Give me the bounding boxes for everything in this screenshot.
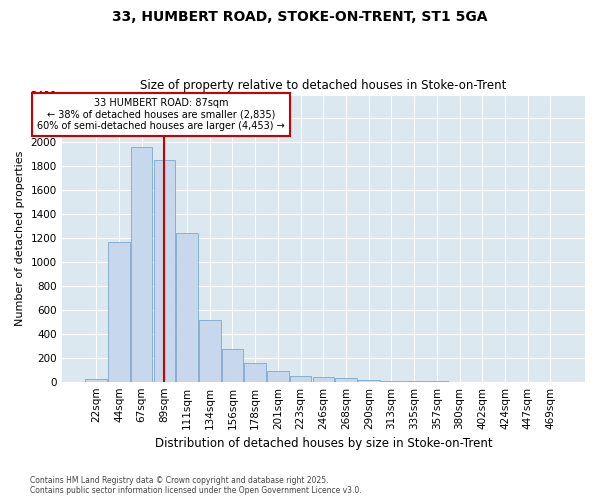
Bar (290, 376, 311, 382)
Text: 33, HUMBERT ROAD, STOKE-ON-TRENT, ST1 5GA: 33, HUMBERT ROAD, STOKE-ON-TRENT, ST1 5G… (112, 10, 488, 24)
Bar (154, 160, 175, 382)
X-axis label: Distribution of detached houses by size in Stoke-on-Trent: Distribution of detached houses by size … (155, 437, 492, 450)
Y-axis label: Number of detached properties: Number of detached properties (15, 150, 25, 326)
Bar (335, 378, 357, 382)
Bar (108, 242, 130, 382)
Text: 33 HUMBERT ROAD: 87sqm
← 38% of detached houses are smaller (2,835)
60% of semi-: 33 HUMBERT ROAD: 87sqm ← 38% of detached… (37, 98, 285, 132)
Bar (176, 232, 198, 382)
Bar (131, 147, 152, 382)
Bar (267, 371, 289, 382)
Bar (244, 363, 266, 382)
Bar (358, 380, 380, 382)
Bar (313, 378, 334, 382)
Title: Size of property relative to detached houses in Stoke-on-Trent: Size of property relative to detached ho… (140, 79, 506, 92)
Bar (199, 320, 221, 382)
Text: Contains HM Land Registry data © Crown copyright and database right 2025.
Contai: Contains HM Land Registry data © Crown c… (30, 476, 362, 495)
Bar (85, 378, 107, 382)
Bar (222, 350, 243, 382)
